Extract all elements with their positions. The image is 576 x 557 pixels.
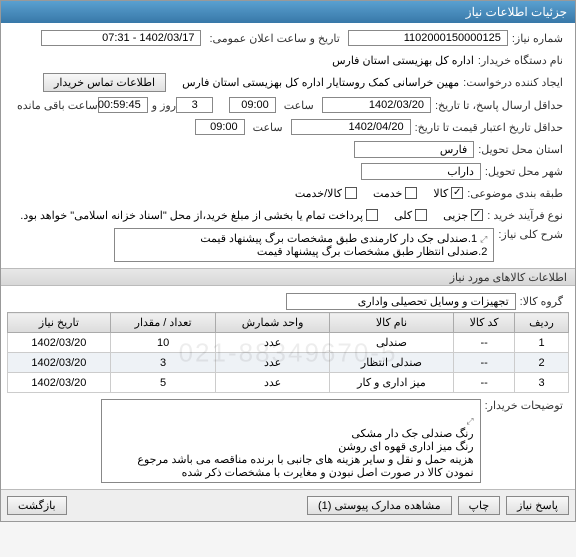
checkbox-full[interactable]: [415, 209, 427, 221]
cb-goods-label: کالا: [433, 187, 448, 200]
window-title: جزئیات اطلاعات نیاز: [466, 5, 567, 19]
goods-section-title: اطلاعات کالاهای مورد نیاز: [1, 268, 575, 286]
time-label-1: ساعت: [284, 99, 314, 112]
org-label: نام دستگاه خریدار:: [478, 54, 563, 67]
table-row[interactable]: 3 -- میز اداری و کار عدد 5 1402/03/20: [8, 373, 569, 393]
process-label: نوع فرآیند خرید :: [487, 209, 563, 222]
cell: صندلی: [329, 333, 453, 353]
desc-line1: 1.صندلی جک دار کارمندی طبق مشخصات برگ پی…: [200, 233, 477, 245]
cell: 1: [515, 333, 569, 353]
buyer-note-textarea[interactable]: ⤢ رنگ صندلی جک دار مشکی رنگ میز اداری قه…: [101, 399, 481, 483]
desc-line2: 2.صندلی انتظار طبق مشخصات برگ پیشنهاد قی…: [257, 246, 487, 258]
cb-partial-label: جزیی: [443, 209, 468, 222]
checkbox-service[interactable]: [405, 187, 417, 199]
cell: میز اداری و کار: [329, 373, 453, 393]
goods-section: گروه کالا: تجهیزات و وسایل تحصیلی واداری…: [1, 286, 575, 489]
remain-field: 00:59:45: [98, 97, 148, 113]
cell: --: [454, 353, 515, 373]
checkbox-goods[interactable]: [451, 187, 463, 199]
validity-label: حداقل تاریخ اعتبار قیمت تا تاریخ:: [415, 121, 563, 134]
desc-textarea[interactable]: ⤢ 1.صندلی جک دار کارمندی طبق مشخصات برگ …: [114, 228, 494, 262]
table-header-row: ردیف کد کالا نام کالا واحد شمارش تعداد /…: [8, 313, 569, 333]
header-section: شماره نیاز: 1102000150000125 تاریخ و ساع…: [1, 23, 575, 268]
days-label: روز و: [152, 99, 176, 112]
province-field: فارس: [354, 141, 474, 158]
city-field: داراب: [361, 163, 481, 180]
checkbox-partial[interactable]: [471, 209, 483, 221]
cb-goods-service-label: کالا/خدمت: [295, 187, 342, 200]
titlebar: جزئیات اطلاعات نیاز: [1, 1, 575, 23]
cell: صندلی انتظار: [329, 353, 453, 373]
cell: عدد: [216, 353, 329, 373]
spacer: [73, 496, 301, 515]
th-1: کد کالا: [454, 313, 515, 333]
buyer-note-label: توضیحات خریدار:: [485, 399, 563, 412]
deadline-date-field: 1402/03/20: [322, 97, 431, 113]
validity-time-field: 09:00: [195, 119, 245, 135]
group-label: گروه کالا:: [520, 295, 563, 308]
cell: 3: [515, 373, 569, 393]
footer: پاسخ نیاز چاپ مشاهده مدارک پیوستی (1) با…: [1, 489, 575, 521]
group-field: تجهیزات و وسایل تحصیلی واداری: [286, 293, 516, 310]
resize-icon[interactable]: ⤢: [466, 416, 473, 426]
need-no-label: شماره نیاز:: [512, 32, 563, 45]
cell: 1402/03/20: [8, 353, 111, 373]
cell: 10: [110, 333, 216, 353]
th-4: تعداد / مقدار: [110, 313, 216, 333]
th-2: نام کالا: [329, 313, 453, 333]
cb-service-label: خدمت: [373, 187, 402, 200]
remain-label: ساعت باقی مانده: [17, 99, 98, 112]
contact-button[interactable]: اطلاعات تماس خریدار: [43, 73, 166, 92]
validity-date-field: 1402/04/20: [291, 119, 411, 135]
cell: 1402/03/20: [8, 333, 111, 353]
announce-label: تاریخ و ساعت اعلان عمومی:: [209, 32, 339, 45]
creator-label: ایجاد کننده درخواست:: [463, 76, 563, 89]
org-value: اداره کل بهزیستی استان فارس: [332, 54, 474, 67]
back-button[interactable]: بازگشت: [7, 496, 67, 515]
deadline-label: حداقل ارسال پاسخ، تا تاریخ:: [435, 99, 563, 112]
class-label: طبقه بندی موضوعی:: [467, 187, 563, 200]
cell: 2: [515, 353, 569, 373]
cb-full-label: کلی: [394, 209, 412, 222]
goods-table: ردیف کد کالا نام کالا واحد شمارش تعداد /…: [7, 312, 569, 393]
desc-label: شرح کلی نیاز:: [498, 228, 563, 241]
time-label-2: ساعت: [253, 121, 283, 134]
province-label: استان محل تحویل:: [478, 143, 563, 156]
cell: عدد: [216, 373, 329, 393]
checkbox-goods-service[interactable]: [345, 187, 357, 199]
deadline-time-field: 09:00: [229, 97, 275, 113]
cell: 1402/03/20: [8, 373, 111, 393]
th-0: ردیف: [515, 313, 569, 333]
cell: عدد: [216, 333, 329, 353]
th-5: تاریخ نیاز: [8, 313, 111, 333]
window: جزئیات اطلاعات نیاز شماره نیاز: 11020001…: [0, 0, 576, 522]
answer-button[interactable]: پاسخ نیاز: [506, 496, 569, 515]
paynote-label: پرداخت تمام یا بخشی از مبلغ خرید،از محل …: [20, 209, 363, 222]
cell: --: [454, 333, 515, 353]
resize-icon[interactable]: ⤢: [480, 234, 487, 244]
cell: 5: [110, 373, 216, 393]
buyer-note-text: رنگ صندلی جک دار مشکی رنگ میز اداری قهوه…: [137, 428, 473, 479]
table-row[interactable]: 1 -- صندلی عدد 10 1402/03/20: [8, 333, 569, 353]
cell: 3: [110, 353, 216, 373]
th-3: واحد شمارش: [216, 313, 329, 333]
attachments-button[interactable]: مشاهده مدارک پیوستی (1): [307, 496, 452, 515]
days-field: 3: [176, 97, 213, 113]
cell: --: [454, 373, 515, 393]
table-wrap: 021-88349670-5 ردیف کد کالا نام کالا واح…: [7, 312, 569, 393]
creator-value: مهین خراسانی کمک روستایار اداره کل بهزیس…: [182, 76, 459, 89]
city-label: شهر محل تحویل:: [485, 165, 563, 178]
print-button[interactable]: چاپ: [458, 496, 501, 515]
need-no-field: 1102000150000125: [348, 30, 508, 46]
checkbox-paynote[interactable]: [366, 209, 378, 221]
table-row[interactable]: 2 -- صندلی انتظار عدد 3 1402/03/20: [8, 353, 569, 373]
announce-field: 1402/03/17 - 07:31: [41, 30, 201, 46]
